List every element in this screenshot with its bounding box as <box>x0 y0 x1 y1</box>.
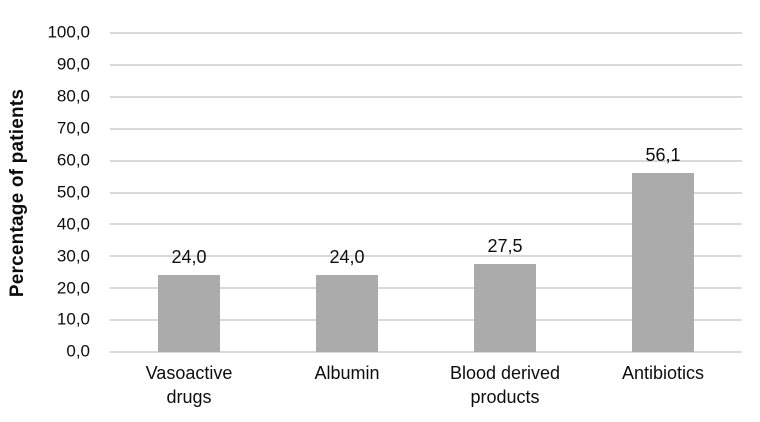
gridline <box>110 287 742 290</box>
y-tick-label: 20,0 <box>56 277 90 297</box>
y-tick-label: 40,0 <box>56 214 90 234</box>
y-tick-label: 50,0 <box>56 182 90 202</box>
gridline <box>110 95 742 98</box>
gridline <box>110 159 742 162</box>
bar-value-label: 56,1 <box>645 145 681 166</box>
x-category-label: Blood derived products <box>426 361 584 409</box>
x-axis-line <box>110 351 742 353</box>
gridline <box>110 127 742 130</box>
gridline <box>110 32 742 34</box>
bar-value-label: 24,0 <box>329 247 365 268</box>
y-tick-label: 30,0 <box>56 245 90 265</box>
y-tick-label: 60,0 <box>56 150 90 170</box>
gridline <box>110 319 742 322</box>
x-category-label: Albumin <box>268 361 426 409</box>
y-axis-tick-labels: 0,0 10,0 20,0 30,0 40,0 50,0 60,0 70,0 80,0 90,0 1… <box>0 23 90 360</box>
gridline <box>110 63 742 66</box>
gridline <box>110 255 742 258</box>
x-category-label-text: Antibiotics <box>621 363 705 383</box>
y-tick-label: 10,0 <box>56 309 90 329</box>
x-category-label-text: Albumin <box>314 363 380 383</box>
bar-value-label: 27,5 <box>487 236 523 257</box>
bar-value-label: 24,0 <box>171 247 207 268</box>
x-category-label-text: Vasoactive drugs <box>145 363 233 407</box>
y-tick-label: 100,0 <box>47 22 90 42</box>
y-tick-label: 70,0 <box>56 118 90 138</box>
bar-slot: 24,0 <box>110 33 268 352</box>
y-tick-label: 0,0 <box>66 341 90 361</box>
y-tick-label: 90,0 <box>56 54 90 74</box>
bar <box>158 275 220 352</box>
bar-slot: 27,5 <box>426 33 584 352</box>
x-category-label: Vasoactive drugs <box>110 361 268 409</box>
bar-slot: 24,0 <box>268 33 426 352</box>
gridline <box>110 191 742 194</box>
bar <box>474 264 536 352</box>
bar <box>632 173 694 352</box>
x-axis-category-labels: Vasoactive drugs Albumin Blood derived pro… <box>110 361 742 409</box>
bar <box>316 275 378 352</box>
gridline <box>110 223 742 226</box>
x-category-label-text: Blood derived products <box>449 363 561 407</box>
bars-layer: 24,0 24,0 27,5 56,1 <box>110 33 742 352</box>
x-category-label: Antibiotics <box>584 361 742 409</box>
bar-slot: 56,1 <box>584 33 742 352</box>
plot-area: 24,0 24,0 27,5 56,1 <box>110 32 742 353</box>
y-tick-label: 80,0 <box>56 86 90 106</box>
